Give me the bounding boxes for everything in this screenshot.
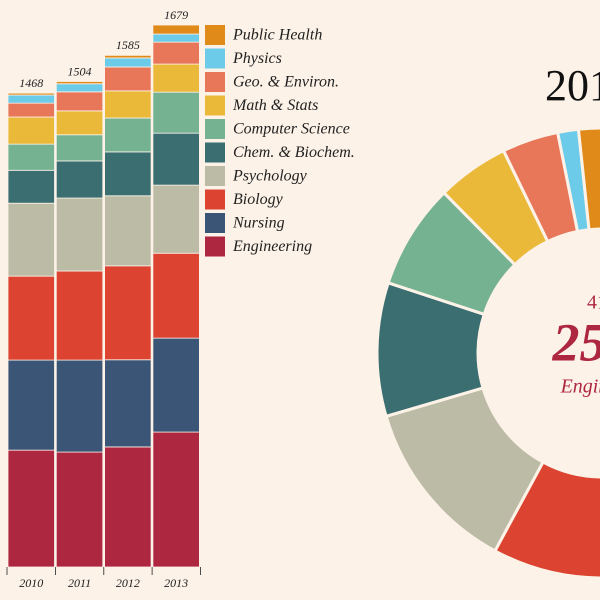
bar-segment <box>152 431 200 568</box>
total-label: 1585 <box>116 38 140 52</box>
bar-segment <box>104 446 152 568</box>
bar-segment <box>104 195 152 267</box>
legend-label: Nursing <box>232 215 285 232</box>
bar-segment <box>55 270 104 361</box>
bar-segment <box>104 57 152 68</box>
legend-label: Biology <box>233 191 284 208</box>
bar-segment <box>7 116 55 145</box>
total-label: 1468 <box>19 76 43 90</box>
legend-label: Computer Science <box>233 121 350 138</box>
legend-label: Psychology <box>232 168 308 185</box>
legend-swatch <box>205 25 225 45</box>
bar-segment <box>7 143 55 171</box>
bar-segment <box>55 451 104 568</box>
legend-swatch <box>205 236 225 257</box>
legend-label: Physics <box>232 50 282 67</box>
legend-swatch <box>205 95 225 116</box>
x-tick-label: 2013 <box>164 576 188 590</box>
bar-segment <box>55 160 104 199</box>
bar-segment <box>152 33 200 43</box>
legend-label: Chem. & Biochem. <box>233 144 355 161</box>
bar-segment <box>7 92 55 96</box>
legend-swatch <box>205 72 225 92</box>
bar-segment <box>55 91 104 112</box>
bar-segment <box>7 359 55 451</box>
bar-segment <box>104 54 152 59</box>
bar-chart: 1468 2010 1504 2011 1585 2012 1679 2013 Engineer… <box>6 8 355 590</box>
donut-segment <box>576 126 600 232</box>
bar-segment <box>55 359 104 453</box>
bar-segment <box>152 41 200 65</box>
bar-segment <box>55 197 104 272</box>
bar-segment <box>152 184 200 254</box>
total-label: 1504 <box>68 64 92 78</box>
bar-segment <box>55 83 104 93</box>
bar-segment <box>104 265 152 361</box>
bar-segment <box>55 134 104 162</box>
bar-segment <box>104 90 152 119</box>
bar-segment <box>152 91 200 134</box>
legend-swatch <box>205 119 225 139</box>
bar-segment <box>104 117 152 153</box>
legend-swatch <box>205 213 225 233</box>
total-label: 1679 <box>164 8 188 22</box>
legend-swatch <box>205 189 225 210</box>
bar-segment <box>152 63 200 93</box>
donut-title: 2013 <box>545 61 600 110</box>
donut-chart: 2013 41825% Engineering <box>375 61 600 580</box>
bar-segment <box>152 24 200 35</box>
bar-segment <box>7 202 55 277</box>
bar-segment <box>152 132 200 186</box>
x-tick-label: 2012 <box>116 576 140 590</box>
legend-label: Public Health <box>232 27 322 44</box>
legend-swatch <box>205 142 225 163</box>
legend-swatch <box>205 166 225 186</box>
bar-segment <box>104 359 152 448</box>
bar-segment <box>7 169 55 204</box>
bar-segment <box>7 275 55 361</box>
bar-segment <box>7 102 55 118</box>
legend-swatch <box>205 48 225 69</box>
bar-segment <box>7 94 55 104</box>
x-tick-label: 2011 <box>68 576 91 590</box>
legend-label: Geo. & Environ. <box>233 74 339 91</box>
bar-segment <box>55 81 104 85</box>
bar-segment <box>152 337 200 433</box>
center-percent: 25% <box>552 312 600 372</box>
bar-segment <box>152 252 200 339</box>
x-tick-label: 2010 <box>19 576 43 590</box>
center-value: 418 <box>587 292 600 314</box>
bar-segment <box>104 151 152 197</box>
bar-segment <box>7 449 55 568</box>
legend-label: Engineering <box>232 238 312 255</box>
bar-segment <box>55 110 104 136</box>
center-label: Engineering <box>560 376 600 398</box>
bar-segment <box>104 66 152 92</box>
legend-label: Math & Stats <box>232 97 318 114</box>
